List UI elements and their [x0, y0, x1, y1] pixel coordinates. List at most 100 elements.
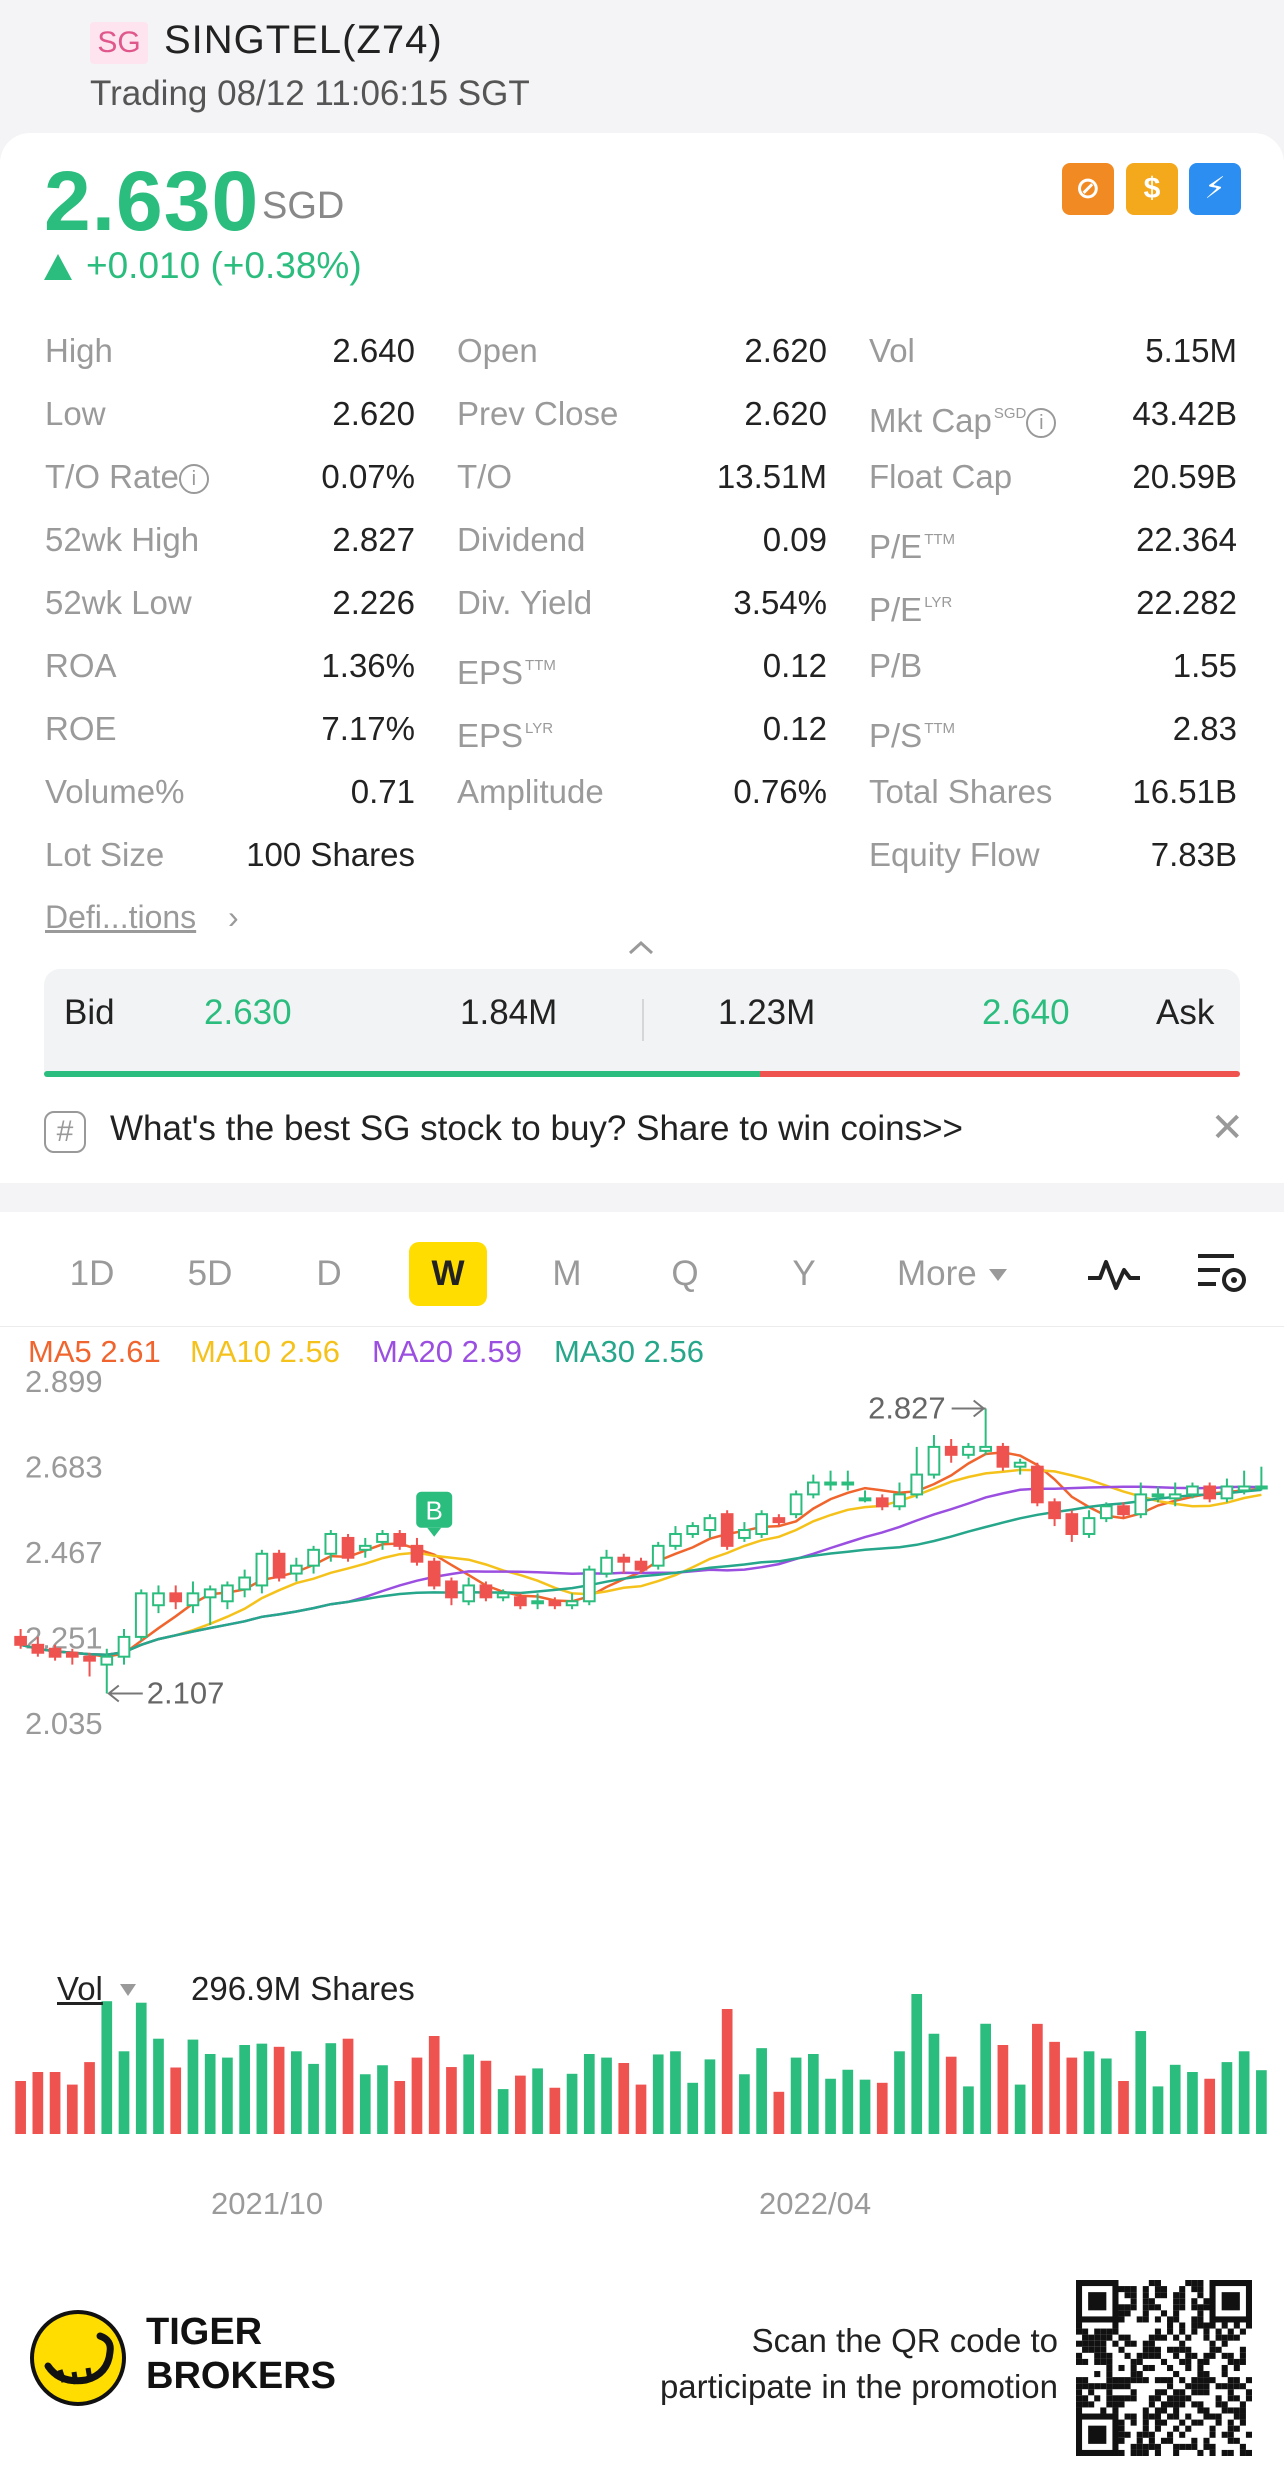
stat-row: Amplitude 0.76%: [457, 772, 827, 812]
chevron-up-icon[interactable]: [626, 933, 656, 963]
qr-module: [1233, 2334, 1240, 2341]
promo-banner[interactable]: # What's the best SG stock to buy? Share…: [44, 1103, 1244, 1163]
qr-module: [1076, 2377, 1083, 2384]
qr-module: [1227, 2395, 1234, 2402]
info-icon[interactable]: i: [1026, 408, 1057, 438]
tab-1d[interactable]: 1D: [69, 1254, 115, 1293]
stat-label: Dividend: [457, 521, 586, 558]
volume-bar: [842, 2069, 854, 2134]
chart-settings-icon[interactable]: [1194, 1248, 1248, 1298]
qr-module: [1215, 2334, 1222, 2341]
stat-row: Total Shares 16.51B: [869, 772, 1237, 812]
qr-module: [1185, 2383, 1192, 2390]
stat-row: Equity Flow 7.83B: [869, 835, 1237, 875]
lightning-icon[interactable]: ⚡: [1189, 163, 1241, 215]
stat-value: 0.76%: [733, 773, 827, 810]
stat-value: 0.07%: [321, 458, 415, 495]
qr-module: [1082, 2383, 1089, 2390]
qr-module: [1118, 2364, 1125, 2372]
currency-label: SGD: [262, 185, 345, 227]
qr-module: [1185, 2358, 1192, 2365]
qr-module: [1179, 2431, 1186, 2438]
ma-legend-item: MA10 2.56: [190, 1334, 340, 1369]
chevron-right-icon[interactable]: ›: [228, 899, 239, 935]
qr-module: [1197, 2280, 1204, 2287]
more-dropdown[interactable]: More: [897, 1242, 1007, 1306]
qr-module: [1239, 2419, 1246, 2426]
stat-label: 52wk High: [45, 521, 200, 558]
volume-bar: [49, 2072, 61, 2134]
qr-module: [1094, 2371, 1101, 2378]
ma-legend-item: MA20 2.59: [372, 1334, 522, 1369]
tab-y[interactable]: Y: [792, 1254, 816, 1293]
qr-module: [1173, 2298, 1180, 2305]
qr-module: [1136, 2437, 1143, 2444]
qr-module: [1112, 2383, 1119, 2390]
volume-selector[interactable]: Vol: [57, 1970, 103, 2007]
qr-module: [1082, 2395, 1089, 2402]
qr-module: [1106, 2328, 1113, 2335]
volume-bar: [1169, 2064, 1181, 2134]
quote-card: 2.630 SGD +0.010 (+0.38%) ⊘ $ ⚡ High 2.64…: [0, 133, 1284, 1183]
qr-module: [1124, 2304, 1131, 2311]
qr-module: [1154, 2304, 1161, 2311]
indicator-wave-icon[interactable]: [1086, 1252, 1142, 1296]
qr-module: [1136, 2443, 1143, 2450]
qr-module: [1118, 2401, 1125, 2408]
qr-module: [1136, 2358, 1143, 2365]
qr-module: [1160, 2389, 1168, 2396]
qr-module: [1154, 2443, 1161, 2450]
qr-module: [1118, 2437, 1125, 2444]
qr-module: [1227, 2352, 1234, 2359]
qr-module: [1106, 2401, 1113, 2408]
stat-row: Div. Yield 3.54%: [457, 583, 827, 623]
qr-module: [1173, 2352, 1180, 2359]
qr-module: [1142, 2431, 1149, 2438]
candle-body: [600, 1556, 613, 1575]
tab-5d[interactable]: 5D: [187, 1254, 233, 1293]
qr-module: [1215, 2413, 1222, 2420]
tab-q[interactable]: Q: [671, 1254, 699, 1293]
tab-w[interactable]: W: [409, 1242, 487, 1306]
qr-module: [1215, 2419, 1222, 2426]
qr-module: [1160, 2401, 1168, 2408]
stat-label: Low: [45, 395, 106, 432]
volume-bar: [308, 2063, 319, 2134]
qr-module: [1227, 2437, 1234, 2444]
no-short-icon[interactable]: ⊘: [1062, 163, 1114, 215]
qr-module: [1191, 2322, 1198, 2329]
qr-module: [1130, 2377, 1137, 2384]
period-tabs: 1D 5D D W M Q Y More: [0, 1212, 1284, 1327]
caret-down-icon[interactable]: [120, 1984, 136, 1996]
close-icon[interactable]: ✕: [1210, 1106, 1244, 1150]
volume-bar: [377, 2065, 388, 2134]
qr-module: [1227, 2328, 1234, 2335]
stat-label: Div. Yield: [457, 584, 593, 621]
info-icon[interactable]: i: [178, 464, 209, 494]
qr-module: [1221, 2449, 1228, 2456]
candle-body: [1151, 1493, 1165, 1498]
qr-module: [1227, 2389, 1234, 2396]
volume-bar: [687, 2082, 699, 2134]
stat-label-suffix: TTM: [525, 657, 556, 674]
dollar-icon[interactable]: $: [1126, 163, 1178, 215]
qr-module: [1076, 2358, 1083, 2365]
stat-label-suffix: LYR: [924, 594, 953, 611]
stat-value: 2.827: [332, 521, 415, 558]
promo-text[interactable]: What's the best SG stock to buy? Share t…: [110, 1109, 963, 1148]
stat-label: P/S TTM: [869, 717, 956, 754]
volume-bar: [876, 2082, 888, 2134]
tab-d[interactable]: D: [316, 1254, 342, 1293]
volume-bar: [1066, 2057, 1078, 2134]
qr-module: [1142, 2316, 1149, 2323]
candle-body: [1031, 1465, 1044, 1504]
low-annotation: 2.107: [147, 1676, 225, 1711]
qr-module: [1100, 2358, 1107, 2365]
definitions-link[interactable]: Defi...tions: [45, 899, 197, 935]
qr-module: [1094, 2334, 1101, 2341]
qr-module: [1124, 2413, 1131, 2420]
tab-m[interactable]: M: [552, 1254, 582, 1293]
qr-module: [1160, 2310, 1168, 2317]
x-axis-label: 2022/04: [759, 2186, 872, 2221]
